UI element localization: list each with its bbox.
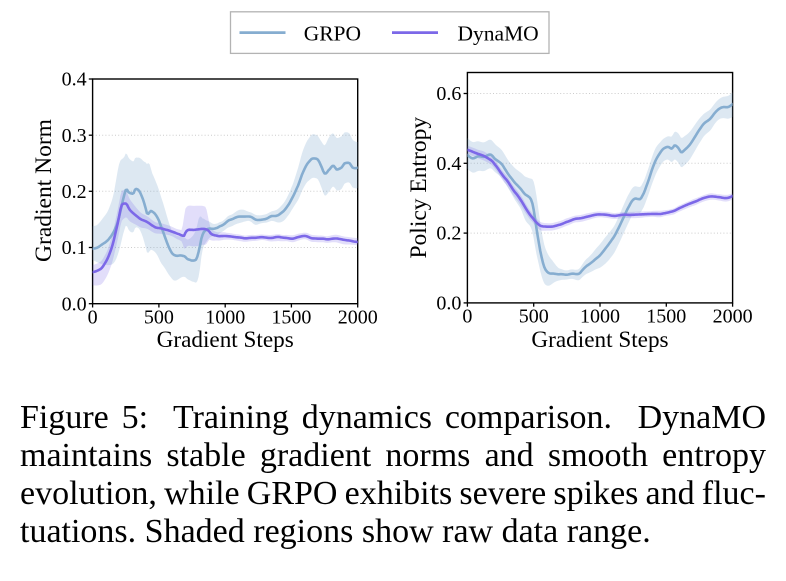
- svg-text:Gradient Steps: Gradient Steps: [531, 327, 668, 353]
- svg-text:0.2: 0.2: [436, 223, 461, 245]
- svg-text:0: 0: [462, 306, 472, 328]
- svg-text:0.0: 0.0: [436, 293, 461, 315]
- svg-text:GRPO: GRPO: [304, 21, 361, 45]
- svg-text:Policy Entropy: Policy Entropy: [406, 117, 432, 259]
- svg-text:2000: 2000: [338, 307, 378, 329]
- svg-text:Gradient Norm: Gradient Norm: [31, 119, 57, 262]
- svg-text:DynaMO: DynaMO: [458, 21, 539, 45]
- svg-text:0.6: 0.6: [436, 83, 461, 105]
- svg-text:0.0: 0.0: [62, 293, 87, 315]
- svg-text:0.1: 0.1: [62, 237, 87, 259]
- svg-text:1500: 1500: [271, 307, 311, 329]
- svg-text:0.4: 0.4: [436, 153, 461, 175]
- svg-text:Gradient Steps: Gradient Steps: [157, 327, 294, 353]
- svg-text:0: 0: [88, 307, 98, 329]
- svg-text:500: 500: [519, 306, 549, 328]
- svg-text:1000: 1000: [205, 307, 245, 329]
- svg-text:2000: 2000: [713, 306, 753, 328]
- svg-text:0.2: 0.2: [62, 181, 87, 203]
- svg-text:500: 500: [144, 307, 174, 329]
- svg-text:0.3: 0.3: [62, 125, 87, 147]
- svg-text:0.4: 0.4: [62, 69, 87, 91]
- svg-text:1500: 1500: [646, 306, 686, 328]
- svg-text:1000: 1000: [580, 306, 620, 328]
